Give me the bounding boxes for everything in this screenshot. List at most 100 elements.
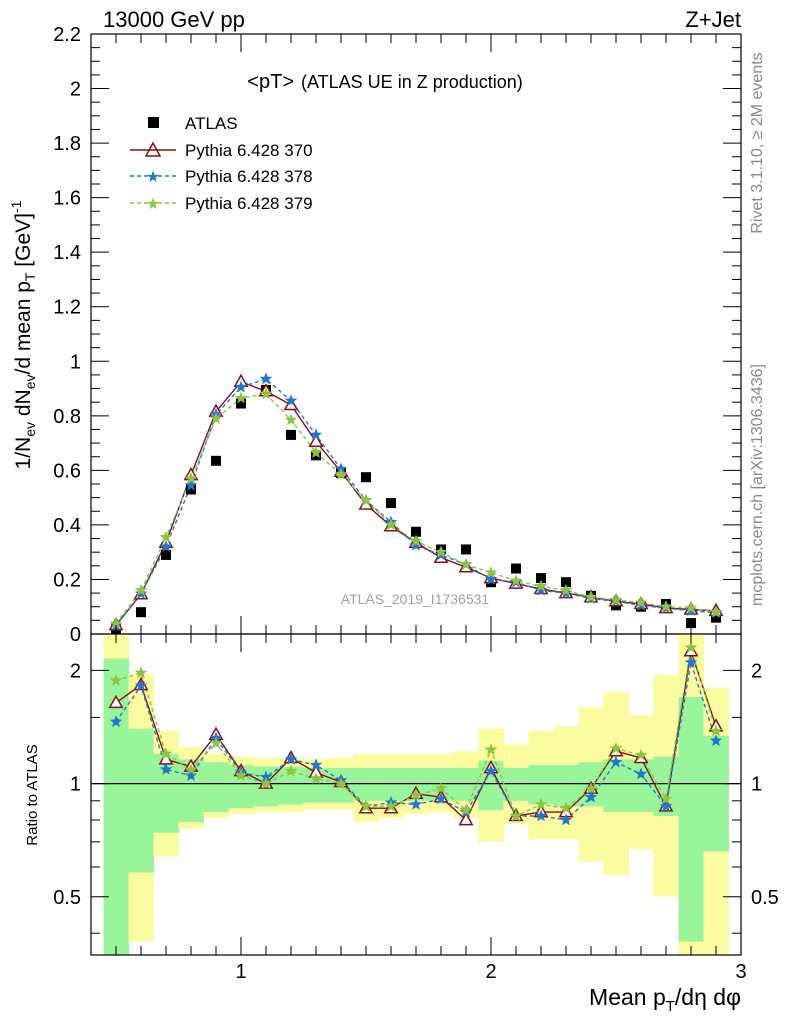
main-point-data-7: [286, 429, 296, 440]
ratio-point-p378-2: [159, 762, 173, 775]
ratio-band-inner: [553, 765, 579, 807]
legend-label-atlas: ATLAS: [185, 114, 238, 133]
main-point-p379-17: [534, 579, 548, 592]
main-y-tick-label: 0.2: [53, 569, 81, 591]
main-point-p379-3: [184, 471, 198, 484]
main-point-p379-1: [134, 583, 148, 596]
main-y-tick-label: 0.8: [53, 406, 81, 428]
ratio-x-tick-label: 1: [235, 961, 246, 983]
main-point-p378-7: [284, 394, 298, 407]
main-point-p379-6: [259, 387, 273, 400]
main-point-p379-19: [584, 590, 598, 603]
main-y-tick-label: 0.4: [53, 515, 81, 537]
analysis-id: ATLAS_2019_I1736531: [341, 591, 490, 607]
main-point-p379-13: [434, 545, 448, 558]
ratio-point-p378-0: [109, 715, 123, 728]
ratio-band-inner: [678, 696, 704, 942]
ratio-point-p379-11: [384, 799, 398, 812]
ratio-point-p379-22: [659, 792, 673, 805]
ratio-y-tick-label: 0.5: [53, 887, 81, 909]
main-y-tick-label: 1.2: [53, 297, 81, 319]
ratio-band-inner: [453, 768, 479, 801]
main-point-p379-14: [459, 557, 473, 570]
ratio-point-p378-13: [434, 792, 448, 805]
main-line-p370: [115, 380, 717, 626]
main-point-p379-11: [384, 518, 398, 531]
main-point-p378-5: [234, 380, 248, 393]
ratio-point-p378-15: [484, 764, 498, 777]
main-y-tick-label: 0: [70, 624, 81, 646]
ratio-y-tick-label-right: 1: [751, 774, 762, 796]
ratio-point-p378-3: [184, 768, 198, 782]
header-process: Z+Jet: [685, 7, 741, 32]
main-point-p379-20: [609, 593, 623, 606]
ratio-point-p379-21: [634, 748, 648, 761]
ratio-point-p379-13: [434, 781, 448, 794]
header-energy: 13000 GeV pp: [103, 7, 245, 32]
main-point-data-1: [136, 607, 146, 618]
ratio-point-p378-18: [559, 813, 573, 826]
main-point-data-17: [536, 573, 546, 584]
ratio-point-p370-0: [108, 694, 124, 709]
main-point-p379-23: [684, 601, 698, 614]
main-y-tick-label: 1.6: [53, 188, 81, 210]
legend-label-378: Pythia 6.428 378: [185, 167, 313, 186]
main-point-p379-15: [484, 565, 498, 579]
ratio-point-p379-10: [359, 799, 373, 812]
ratio-band-inner: [503, 768, 529, 801]
legend-marker-378: ★: [146, 169, 160, 186]
ratio-x-tick-label: 3: [735, 961, 746, 983]
ratio-y-tick-label-right: 2: [751, 660, 762, 682]
ratio-point-p378-21: [634, 767, 648, 780]
ratio-axis-ticks: 0.5 0.5 1 1 2 2 1 2 3: [53, 634, 779, 983]
ratio-band-inner: [528, 765, 554, 805]
main-point-data-14: [461, 544, 471, 555]
ratio-band-inner: [353, 768, 379, 801]
ratio-band-inner: [603, 759, 629, 813]
main-point-data-10: [361, 472, 371, 483]
main-y-tick-label: 1.4: [53, 242, 81, 264]
main-axis-ticks: 0 0.2 0.4 0.6 0.8 1 1.2 1.4 1.6 1.8 2 2.2: [53, 24, 741, 646]
y-axis-label-main: 1/Nev dNev/d mean pT [GeV]-1: [8, 200, 38, 469]
ratio-band-inner: [378, 768, 404, 801]
ratio-point-p378-8: [309, 758, 323, 771]
ratio-point-p379-18: [559, 801, 573, 814]
main-point-p378-15: [484, 572, 498, 585]
ratio-point-p379-0: [109, 673, 123, 686]
main-point-p379-7: [284, 413, 298, 426]
ratio-point-p379-4: [209, 736, 223, 749]
ratio-point-p379-20: [609, 741, 623, 754]
ratio-point-p379-8: [309, 772, 323, 785]
ratio-point-p379-9: [334, 776, 348, 790]
main-point-data-16: [511, 563, 521, 574]
ratio-point-p379-7: [284, 764, 298, 777]
legend-marker-atlas: [148, 117, 159, 128]
main-point-data-23: [686, 618, 696, 629]
ratio-y-tick-label: 1: [70, 774, 81, 796]
ratio-point-p379-16: [509, 809, 523, 822]
ratio-point-p378-12: [409, 797, 423, 810]
main-point-p378-17: [534, 583, 548, 596]
main-point-data-11: [386, 498, 396, 509]
ratio-point-p379-3: [184, 762, 198, 775]
ratio-point-p379-5: [234, 768, 248, 782]
main-point-p379-18: [559, 583, 573, 596]
plot-title: <pT>: [247, 71, 294, 93]
main-point-p379-24: [709, 605, 723, 618]
legend-marker-370: [144, 141, 162, 157]
ratio-point-p378-22: [659, 799, 673, 812]
ratio-point-p378-1: [134, 679, 148, 692]
ratio-y-tick-label-right: 0.5: [751, 887, 779, 909]
main-point-p378-3: [184, 478, 198, 491]
main-y-tick-label: 0.6: [53, 460, 81, 482]
main-point-data-18: [561, 577, 571, 588]
main-point-data-4: [211, 455, 221, 466]
legend: ATLAS Pythia 6.428 370 ★ Pythia 6.428 37…: [130, 114, 313, 213]
main-point-data-5: [236, 398, 246, 409]
main-point-p379-12: [409, 534, 423, 547]
mcplots-label: mcplots.cern.ch [arXiv:1306.3436]: [749, 364, 766, 606]
ratio-point-p379-14: [459, 803, 473, 816]
ratio-band-inner: [128, 728, 154, 873]
ratio-point-p370-14: [458, 811, 474, 826]
